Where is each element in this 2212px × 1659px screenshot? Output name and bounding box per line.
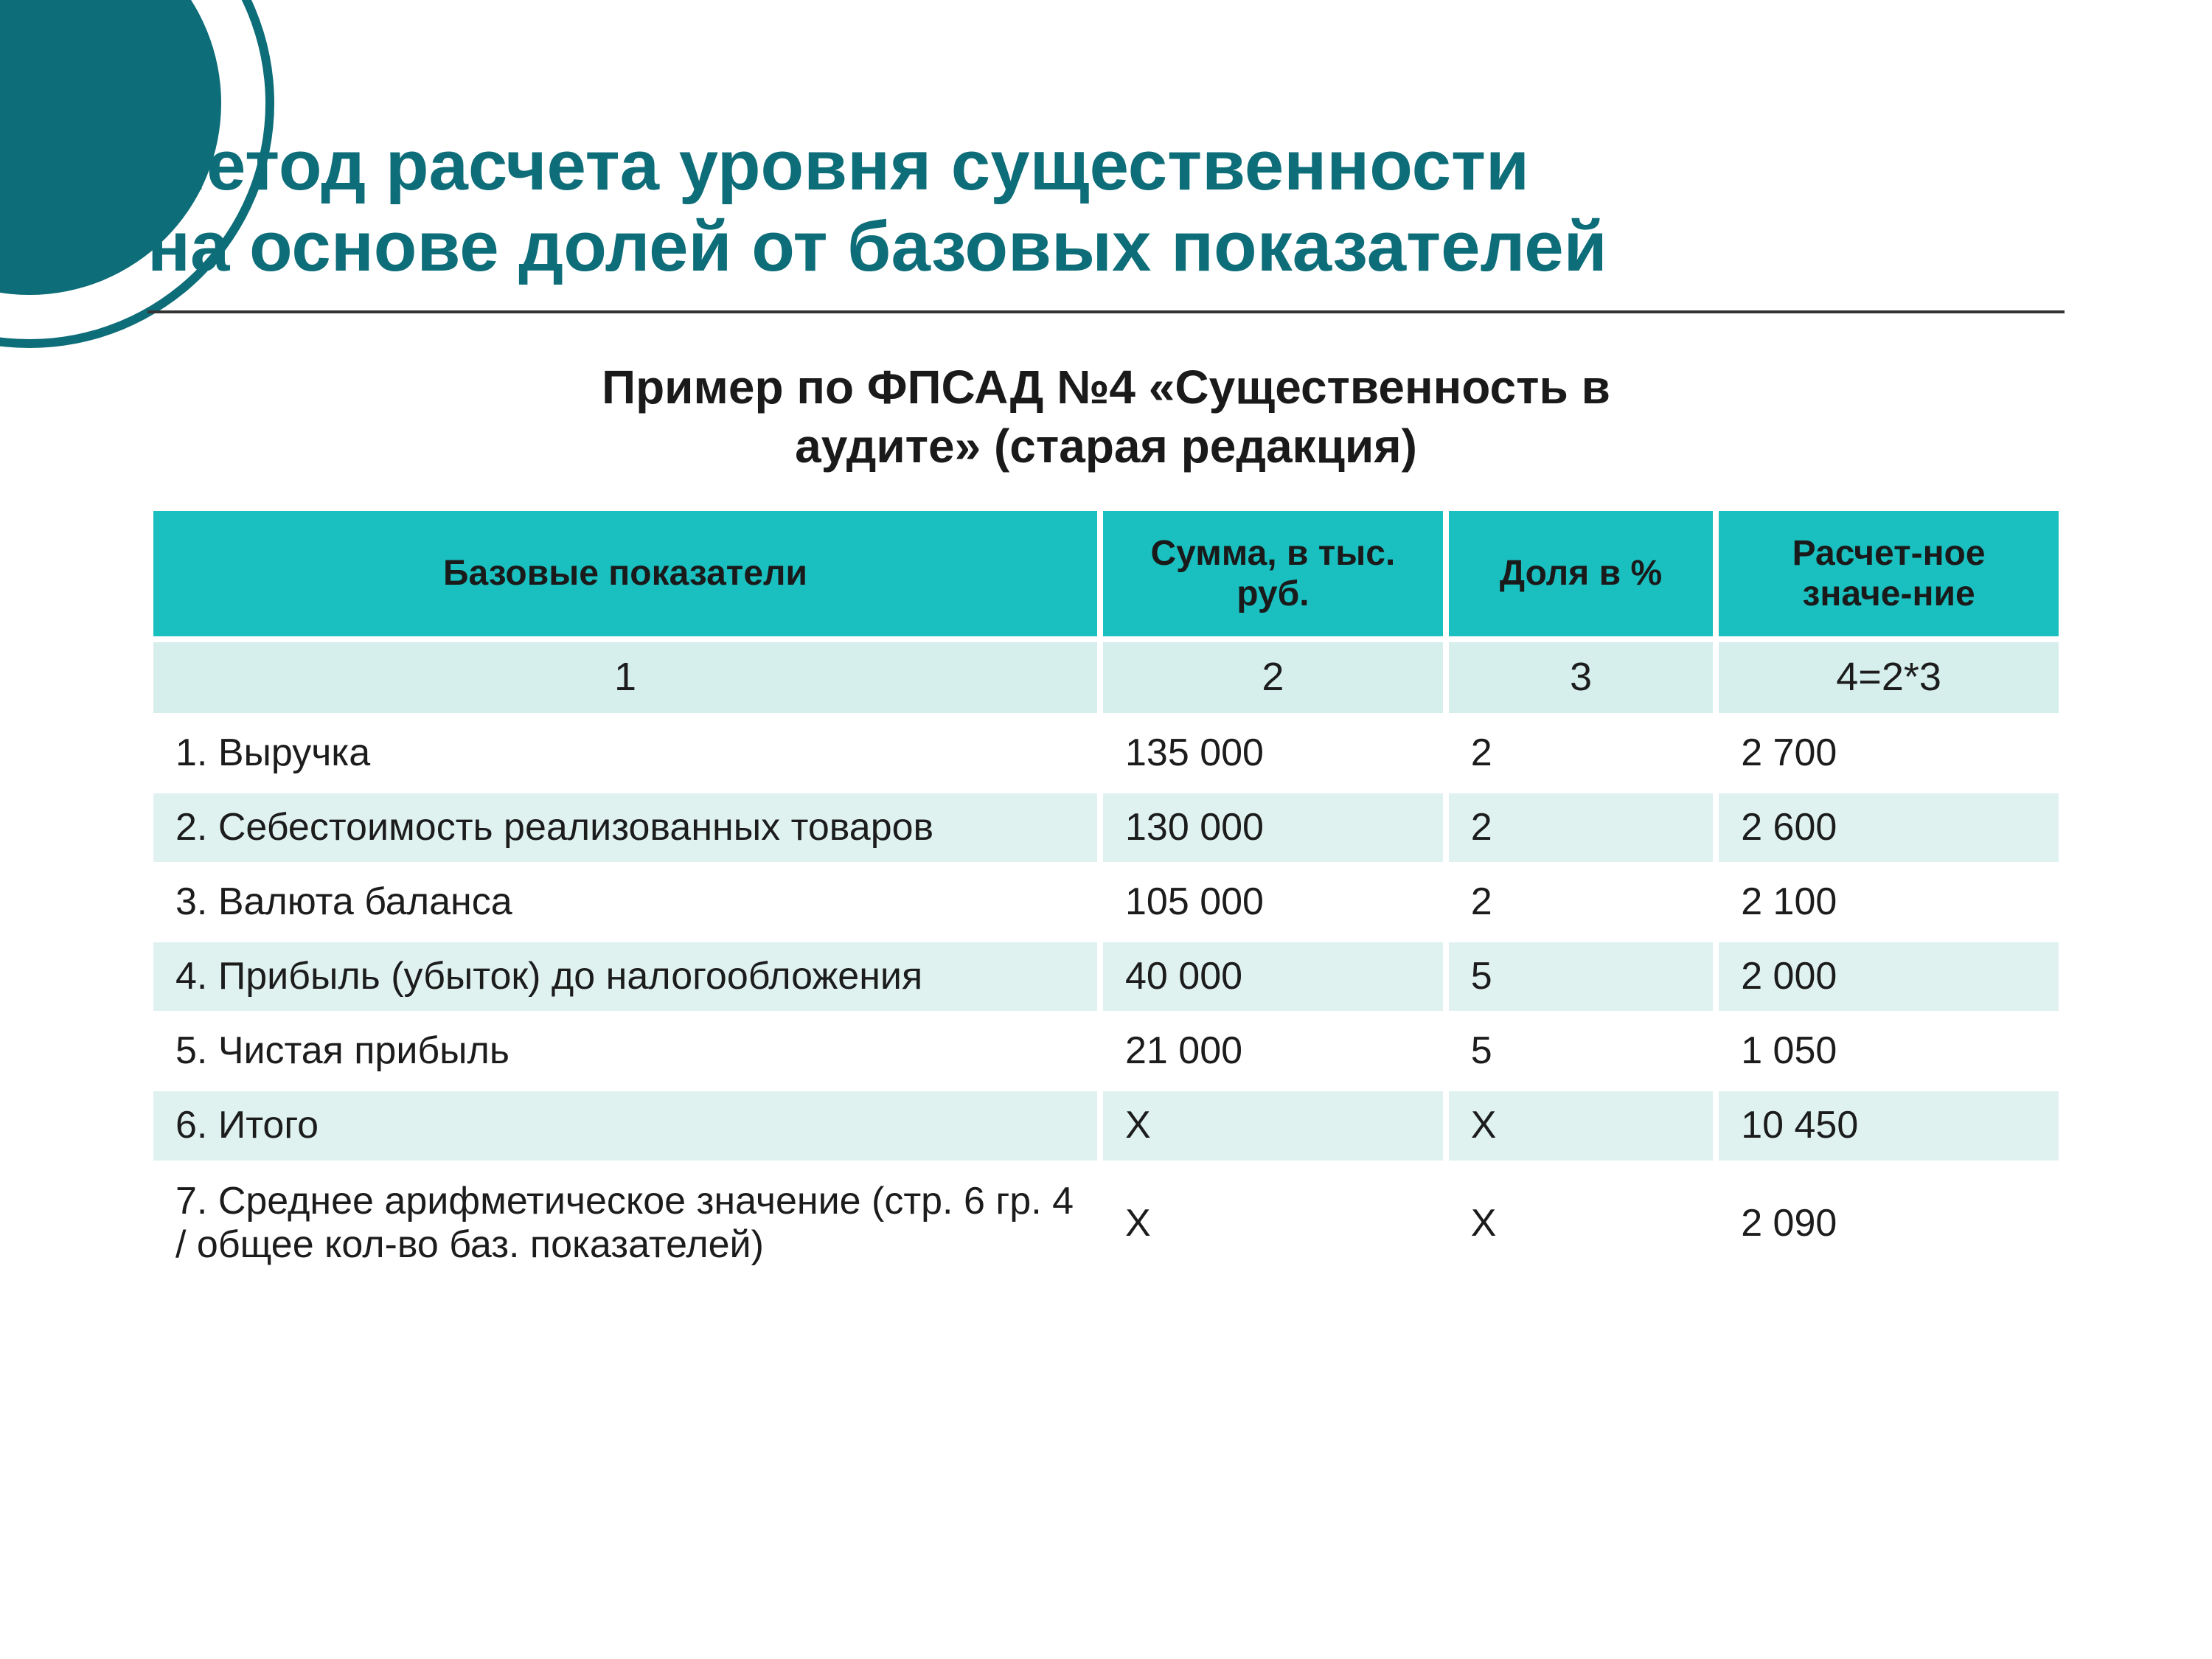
cell-amount: 135 000 xyxy=(1103,719,1443,787)
cell-amount: Х xyxy=(1103,1166,1443,1281)
colnum-3: 3 xyxy=(1449,642,1713,712)
materiality-table: Базовые показатели Сумма, в тыс. руб. До… xyxy=(147,505,2065,1287)
cell-indicator: 4. Прибыль (убыток) до налогообложения xyxy=(153,942,1097,1011)
colnum-2: 2 xyxy=(1103,642,1443,712)
cell-calc: 2 100 xyxy=(1719,868,2059,936)
slide-title: Метод расчета уровня существенности на о… xyxy=(147,125,2065,288)
cell-share: 5 xyxy=(1449,1017,1713,1085)
col-header-share: Доля в % xyxy=(1449,511,1713,636)
title-line-1: Метод расчета уровня существенности xyxy=(147,126,1529,205)
table-row: 7. Среднее арифметическое значение (стр.… xyxy=(153,1166,2059,1281)
title-divider xyxy=(147,310,2065,313)
cell-amount: 40 000 xyxy=(1103,942,1443,1011)
title-line-2: на основе долей от базовых показателей xyxy=(147,207,1607,286)
cell-share: 2 xyxy=(1449,719,1713,787)
cell-share: 2 xyxy=(1449,793,1713,862)
col-header-calc: Расчет-ное значе-ние xyxy=(1719,511,2059,636)
slide-content: Метод расчета уровня существенности на о… xyxy=(0,0,2212,1287)
colnum-4: 4=2*3 xyxy=(1719,642,2059,712)
cell-amount: 130 000 xyxy=(1103,793,1443,862)
subtitle-line-2: аудите» (старая редакция) xyxy=(795,420,1417,473)
cell-indicator: 7. Среднее арифметическое значение (стр.… xyxy=(153,1166,1097,1281)
cell-calc: 1 050 xyxy=(1719,1017,2059,1085)
slide-subtitle: Пример по ФПСАД №4 «Существенность в ауд… xyxy=(147,358,2065,476)
table-row: 4. Прибыль (убыток) до налогообложения 4… xyxy=(153,942,2059,1011)
colnum-1: 1 xyxy=(153,642,1097,712)
cell-share: Х xyxy=(1449,1166,1713,1281)
cell-indicator: 5. Чистая прибыль xyxy=(153,1017,1097,1085)
cell-share: 5 xyxy=(1449,942,1713,1011)
subtitle-line-1: Пример по ФПСАД №4 «Существенность в xyxy=(602,361,1610,414)
cell-amount: Х xyxy=(1103,1091,1443,1160)
cell-calc: 2 090 xyxy=(1719,1166,2059,1281)
cell-calc: 10 450 xyxy=(1719,1091,2059,1160)
table-row: 1. Выручка 135 000 2 2 700 xyxy=(153,719,2059,787)
table-header-row: Базовые показатели Сумма, в тыс. руб. До… xyxy=(153,511,2059,636)
table-column-number-row: 1 2 3 4=2*3 xyxy=(153,642,2059,712)
col-header-indicator: Базовые показатели xyxy=(153,511,1097,636)
cell-calc: 2 000 xyxy=(1719,942,2059,1011)
cell-amount: 105 000 xyxy=(1103,868,1443,936)
table-row: 5. Чистая прибыль 21 000 5 1 050 xyxy=(153,1017,2059,1085)
cell-calc: 2 600 xyxy=(1719,793,2059,862)
table-row: 6. Итого Х Х 10 450 xyxy=(153,1091,2059,1160)
table-row: 3. Валюта баланса 105 000 2 2 100 xyxy=(153,868,2059,936)
cell-share: Х xyxy=(1449,1091,1713,1160)
cell-indicator: 3. Валюта баланса xyxy=(153,868,1097,936)
cell-calc: 2 700 xyxy=(1719,719,2059,787)
cell-amount: 21 000 xyxy=(1103,1017,1443,1085)
cell-indicator: 1. Выручка xyxy=(153,719,1097,787)
cell-indicator: 2. Себестоимость реализованных товаров xyxy=(153,793,1097,862)
cell-indicator: 6. Итого xyxy=(153,1091,1097,1160)
table-row: 2. Себестоимость реализованных товаров 1… xyxy=(153,793,2059,862)
cell-share: 2 xyxy=(1449,868,1713,936)
col-header-amount: Сумма, в тыс. руб. xyxy=(1103,511,1443,636)
